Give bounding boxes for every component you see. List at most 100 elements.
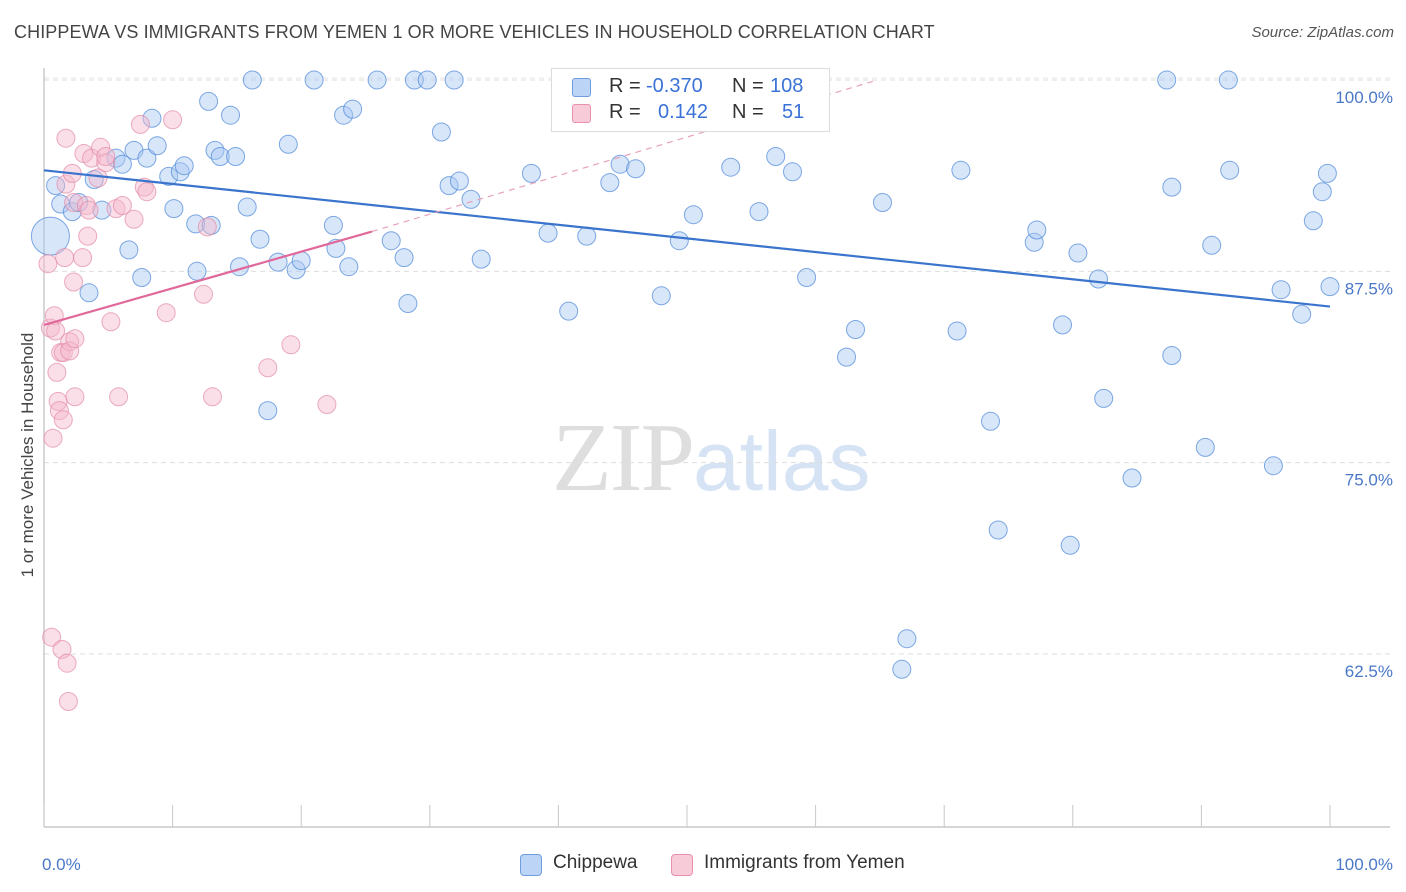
series-legend: Chippewa Immigrants from Yemen xyxy=(0,852,1406,878)
point-chippewa xyxy=(398,294,418,313)
grid-lines xyxy=(44,77,1390,655)
point-chippewa xyxy=(1157,70,1177,90)
point-chippewa xyxy=(521,163,541,183)
point-yemen xyxy=(281,335,301,355)
point-yemen xyxy=(60,341,80,361)
point-chippewa xyxy=(92,200,112,220)
tick-labels: 62.5% 75.0% 87.5% 100.0% 0.0% 100.0% xyxy=(42,88,1393,874)
point-chippewa xyxy=(286,260,306,280)
point-chippewa xyxy=(1053,315,1072,335)
point-chippewa xyxy=(199,91,219,111)
point-chippewa xyxy=(1218,70,1238,90)
point-yemen xyxy=(130,114,150,134)
point-chippewa xyxy=(626,159,646,179)
point-yemen xyxy=(57,653,77,673)
point-chippewa xyxy=(577,226,597,246)
point-chippewa xyxy=(1162,177,1182,197)
y-tick-label: 62.5% xyxy=(1345,662,1393,681)
point-chippewa xyxy=(892,659,912,679)
point-chippewa xyxy=(600,173,620,193)
point-chippewa xyxy=(137,148,157,168)
point-chippewa xyxy=(278,134,298,154)
point-yemen xyxy=(101,312,121,332)
point-chippewa xyxy=(1320,277,1340,297)
point-chippewa xyxy=(1027,220,1047,240)
point-yemen xyxy=(58,692,78,711)
point-chippewa xyxy=(1263,456,1283,476)
source-label: Source: ZipAtlas.com xyxy=(1251,24,1394,41)
point-chippewa xyxy=(1089,269,1108,289)
legend-r-value: 0.142 xyxy=(658,101,709,123)
point-chippewa xyxy=(846,320,865,339)
point-chippewa xyxy=(142,108,162,128)
point-chippewa xyxy=(164,199,184,219)
point-chippewa xyxy=(749,202,769,222)
point-chippewa xyxy=(837,347,856,367)
point-chippewa xyxy=(69,193,89,212)
point-chippewa xyxy=(258,401,278,421)
point-yemen xyxy=(65,387,85,407)
point-chippewa xyxy=(1162,346,1182,365)
point-yemen xyxy=(42,627,62,647)
data-points xyxy=(30,70,1340,711)
point-yemen xyxy=(96,153,116,173)
point-yemen xyxy=(91,137,111,157)
watermark-atlas: atlas xyxy=(693,414,871,508)
point-chippewa xyxy=(323,215,343,235)
x-tick-label-max: 100.0% xyxy=(1335,855,1393,874)
point-chippewa xyxy=(1271,280,1291,300)
point-chippewa xyxy=(444,70,464,90)
point-yemen xyxy=(79,200,99,220)
point-chippewa xyxy=(449,171,469,191)
point-chippewa xyxy=(610,154,630,174)
point-yemen xyxy=(78,226,98,246)
point-chippewa xyxy=(431,122,451,142)
point-yemen xyxy=(56,128,76,148)
point-chippewa xyxy=(1220,160,1240,180)
point-chippewa xyxy=(947,321,967,341)
point-chippewa xyxy=(651,286,671,306)
point-yemen xyxy=(56,174,76,194)
point-chippewa xyxy=(683,205,703,225)
axes xyxy=(43,68,1390,828)
point-yemen xyxy=(38,254,58,274)
point-yemen xyxy=(156,303,176,323)
point-chippewa xyxy=(669,231,689,251)
trend-chippewa xyxy=(43,169,1331,308)
point-chippewa xyxy=(205,140,225,160)
point-chippewa xyxy=(186,214,206,234)
point-yemen xyxy=(53,343,73,362)
point-chippewa xyxy=(783,162,802,182)
point-chippewa xyxy=(1317,163,1337,183)
point-yemen xyxy=(137,182,157,202)
point-chippewa xyxy=(1303,211,1323,231)
point-chippewa xyxy=(797,268,817,287)
y-tick-label: 100.0% xyxy=(1335,88,1393,107)
trend-lines xyxy=(43,79,1331,326)
legend-r-value: -0.370 xyxy=(646,75,703,97)
point-chippewa xyxy=(132,268,152,287)
point-chippewa xyxy=(1195,437,1215,457)
correlation-legend: R = -0.370 N = 108 R = 0.142 N = 51 xyxy=(551,68,830,132)
point-chippewa xyxy=(242,70,262,90)
legend-n-label: N = xyxy=(732,101,764,123)
y-tick-label: 87.5% xyxy=(1345,279,1393,298)
point-yemen xyxy=(194,284,213,304)
trend-yemen xyxy=(43,230,373,326)
point-chippewa xyxy=(559,301,579,321)
point-chippewa xyxy=(46,176,66,196)
legend-r-label: R = xyxy=(609,75,641,97)
point-chippewa xyxy=(538,223,558,243)
point-chippewa xyxy=(981,411,1000,431)
point-yemen xyxy=(47,362,67,382)
point-yemen xyxy=(64,193,84,212)
point-chippewa xyxy=(1094,388,1114,408)
point-chippewa xyxy=(439,176,459,196)
point-chippewa xyxy=(471,249,491,269)
point-chippewa xyxy=(226,147,246,166)
point-chippewa xyxy=(394,248,414,268)
legend-n-value: 51 xyxy=(782,101,805,123)
x-tick-label-min: 0.0% xyxy=(42,855,81,874)
legend-r-label: R = xyxy=(609,101,641,123)
point-yemen xyxy=(65,329,85,349)
